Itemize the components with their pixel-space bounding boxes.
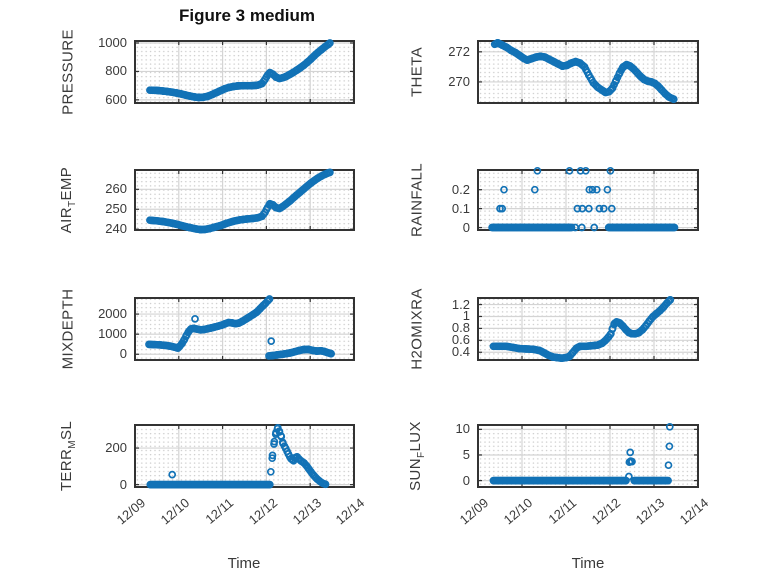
data-marker — [585, 204, 593, 213]
subplot-sun-flux — [477, 422, 699, 488]
y-tick-label: 1000 — [98, 34, 127, 50]
y-tick-label: 1000 — [98, 326, 127, 342]
data-marker — [573, 204, 582, 213]
subplot-rainfall — [477, 166, 699, 232]
data-marker — [664, 297, 673, 306]
series-rainfall — [488, 166, 679, 232]
series-terr-msl — [146, 424, 330, 489]
y-tick-label: 200 — [105, 440, 127, 456]
subplot-h2omixra — [477, 295, 699, 363]
subplot-theta — [477, 38, 699, 104]
series-mixdepth — [145, 295, 336, 360]
series-pressure — [146, 39, 334, 102]
data-marker — [590, 223, 599, 232]
y-tick-label: 250 — [105, 201, 127, 217]
y-tick-label: 2000 — [98, 306, 127, 322]
y-tick-label: 1 — [462, 308, 470, 324]
y-tick-label: 0.1 — [451, 200, 470, 216]
y-tick-label: 240 — [105, 221, 127, 237]
data-marker — [264, 296, 273, 305]
y-tick-label: 10 — [455, 421, 470, 437]
axes-box — [477, 40, 699, 104]
data-marker — [577, 223, 586, 232]
plot-area-rainfall — [478, 170, 698, 230]
axes-box — [477, 424, 699, 488]
data-marker — [168, 470, 177, 479]
y-tick-label: 0.4 — [451, 344, 470, 360]
y-tick-label: 0 — [119, 476, 127, 492]
data-marker — [664, 461, 673, 470]
data-marker — [321, 480, 330, 489]
data-marker — [530, 185, 539, 194]
data-marker — [565, 166, 574, 175]
data-marker — [664, 476, 672, 485]
series-h2omixra — [489, 295, 675, 363]
series-air-temp — [146, 168, 334, 234]
data-marker — [628, 457, 636, 466]
y-tick-label: 270 — [448, 73, 470, 89]
data-marker — [500, 185, 508, 194]
data-marker — [267, 337, 276, 345]
data-marker — [585, 185, 594, 194]
series-sun-flux — [489, 422, 674, 485]
subplot-mixdepth — [134, 295, 355, 361]
y-tick-label: 0.8 — [451, 320, 470, 336]
subplot-pressure — [134, 39, 355, 104]
data-marker — [191, 315, 199, 323]
y-tick-label: 800 — [105, 63, 127, 79]
data-marker — [567, 223, 576, 232]
y-axis-label-text: SL — [58, 420, 75, 440]
data-marker — [603, 185, 612, 194]
y-tick-label: 5 — [462, 446, 470, 462]
data-marker — [670, 223, 679, 232]
data-marker — [326, 168, 334, 177]
data-marker — [581, 166, 590, 175]
y-tick-label: 0.2 — [451, 181, 470, 197]
data-marker — [326, 39, 334, 47]
subplot-air-temp — [134, 168, 355, 234]
data-marker — [266, 467, 275, 476]
data-marker — [595, 204, 604, 213]
data-marker — [665, 422, 674, 431]
data-marker — [265, 480, 274, 489]
data-marker — [327, 349, 336, 358]
series-theta — [490, 38, 678, 104]
data-marker — [592, 185, 601, 194]
axes-box — [134, 297, 355, 361]
subplot-terr-msl — [134, 424, 355, 489]
data-marker — [669, 95, 678, 104]
y-tick-label: 1.2 — [451, 296, 470, 312]
plot-area-sun-flux — [478, 425, 698, 487]
figure-title: Figure 3 medium — [178, 6, 316, 25]
y-tick-label: 0 — [462, 472, 470, 488]
data-marker — [268, 451, 277, 460]
y-tick-label: 272 — [448, 43, 470, 59]
y-tick-label: 0 — [462, 219, 470, 235]
data-marker — [599, 204, 608, 213]
data-marker — [268, 454, 277, 463]
data-marker — [265, 295, 274, 303]
x-axis-label: Time — [227, 555, 261, 572]
data-marker — [498, 204, 507, 213]
data-marker — [625, 472, 633, 481]
data-marker — [607, 204, 616, 213]
data-marker — [666, 295, 675, 304]
y-tick-label: 260 — [105, 181, 127, 197]
x-axis-label: Time — [571, 555, 605, 572]
y-tick-label: 0 — [119, 346, 127, 362]
y-tick-label: 600 — [105, 91, 127, 107]
y-tick-label: 0.6 — [451, 332, 470, 348]
data-marker — [588, 185, 597, 194]
data-marker — [270, 437, 279, 446]
data-marker — [665, 442, 674, 451]
data-marker — [626, 448, 635, 457]
data-marker — [606, 166, 615, 175]
axes-box — [134, 169, 355, 231]
data-marker — [533, 166, 542, 175]
